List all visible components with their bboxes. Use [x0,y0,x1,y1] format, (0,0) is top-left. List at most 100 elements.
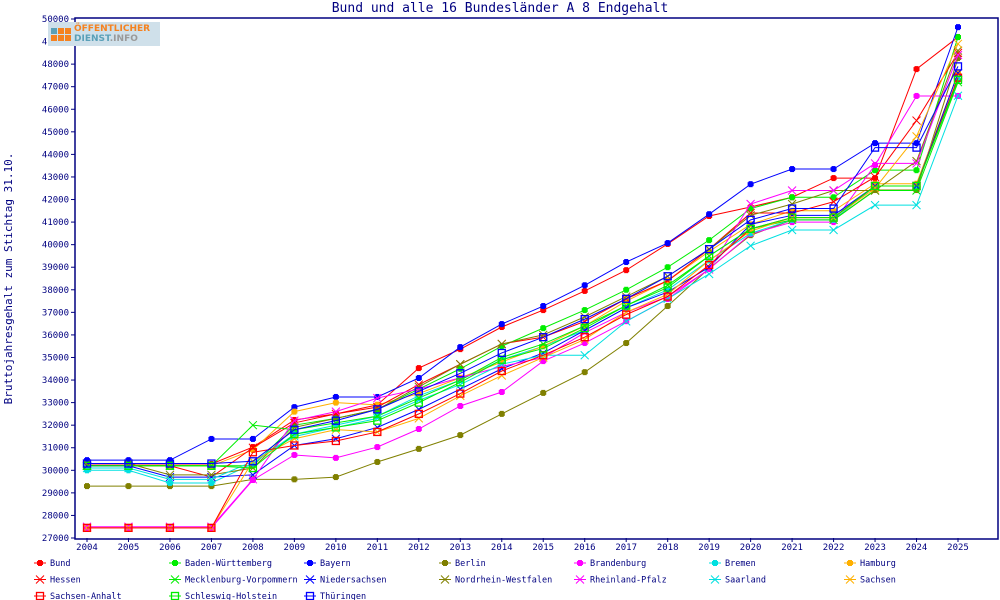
series-line [87,79,959,484]
marker-point [333,393,338,400]
marker-point [207,470,216,480]
legend-item: Hessen [34,575,81,586]
marker-point [414,414,424,423]
marker-point [914,92,919,99]
x-tick-label: 2020 [740,543,762,553]
marker-point [831,175,836,182]
marker-point [207,523,216,532]
marker-point [665,240,670,247]
y-tick-label: 30000 [42,466,69,476]
series-line [87,95,958,529]
marker-point [126,467,131,474]
x-tick-label: 2017 [615,543,637,553]
marker-point [292,476,297,483]
marker-point [787,225,797,235]
marker-point [624,298,629,305]
marker-point [167,483,172,490]
marker-point [912,143,921,152]
marker-point [290,425,299,434]
marker-point [746,199,755,209]
series-line [87,57,959,487]
x-tick-label: 2008 [242,543,264,553]
marker-point [124,523,133,532]
marker-point [787,199,797,209]
marker-point [250,446,255,453]
y-tick-label: 46000 [42,105,69,115]
marker-point [582,282,587,289]
legend-label: Saarland [725,576,766,586]
series-bund [84,34,961,467]
marker-point [38,560,42,566]
legend-label: Baden-Württemberg [185,559,272,569]
marker-point [414,409,423,419]
legend-label: Brandenburg [590,559,646,569]
marker-point [704,260,714,270]
marker-point [912,159,921,168]
marker-point [541,343,546,350]
marker-point [499,321,504,328]
logo-icon [51,27,71,41]
marker-point [912,116,921,125]
marker-point [499,389,504,396]
marker-point [582,287,587,294]
series-hamburg [84,70,961,469]
legend-label: Sachsen [860,576,896,586]
marker-point [621,292,631,301]
marker-point [456,389,465,398]
marker-point [624,340,629,347]
marker-point [248,474,258,484]
marker-point [499,358,504,365]
marker-point [165,459,175,468]
marker-point [85,467,89,474]
marker-point [126,483,131,490]
marker-point [333,454,338,461]
legend-item: Bremen [709,559,756,569]
marker-point [665,303,670,310]
x-tick-label: 2005 [118,543,140,553]
marker-point [707,248,712,255]
x-tick-label: 2016 [574,543,596,553]
marker-point [414,387,423,396]
marker-point [580,350,590,360]
series-bremen [84,76,961,486]
marker-point [845,575,855,584]
marker-point [914,66,919,73]
series-line [87,95,959,480]
marker-point [914,167,919,174]
legend-label: Nordrhein-Westfalen [455,576,552,586]
marker-point [912,181,921,191]
marker-point [207,474,216,484]
x-tick-label: 2021 [781,543,803,553]
x-tick-label: 2018 [657,543,679,553]
legend-label: Niedersachsen [320,576,387,586]
legend-item: Mecklenburg-Vorpommern [169,575,298,586]
y-axis-label: Bruttojahresgehalt zum Stichtag 31.10. [2,153,15,405]
legend-item: Saarland [709,575,766,586]
marker-point [165,523,175,532]
y-tick-label: 50000 [42,15,69,25]
marker-point [290,416,299,426]
x-tick-label: 2019 [698,543,720,553]
marker-point [746,241,755,251]
legend-item: Nordrhein-Westfalen [439,575,552,586]
legend-item: Rheinland-Pfalz [574,575,667,586]
y-tick-label: 47000 [42,83,69,93]
marker-point [873,180,878,187]
marker-point [831,207,836,214]
legend-label: Hessen [50,576,81,586]
series-line [87,43,959,529]
marker-point [624,267,629,274]
legend-label: Bayern [320,559,351,569]
marker-point [912,200,921,210]
marker-point [953,39,963,49]
marker-point [539,333,548,342]
y-tick-label: 29000 [42,489,69,499]
marker-point [497,366,506,376]
marker-point [414,384,424,394]
marker-point [248,448,258,457]
marker-point [305,575,315,584]
x-tick-label: 2023 [864,543,886,553]
marker-point [290,441,299,450]
marker-point [663,294,673,304]
marker-point [375,444,380,451]
